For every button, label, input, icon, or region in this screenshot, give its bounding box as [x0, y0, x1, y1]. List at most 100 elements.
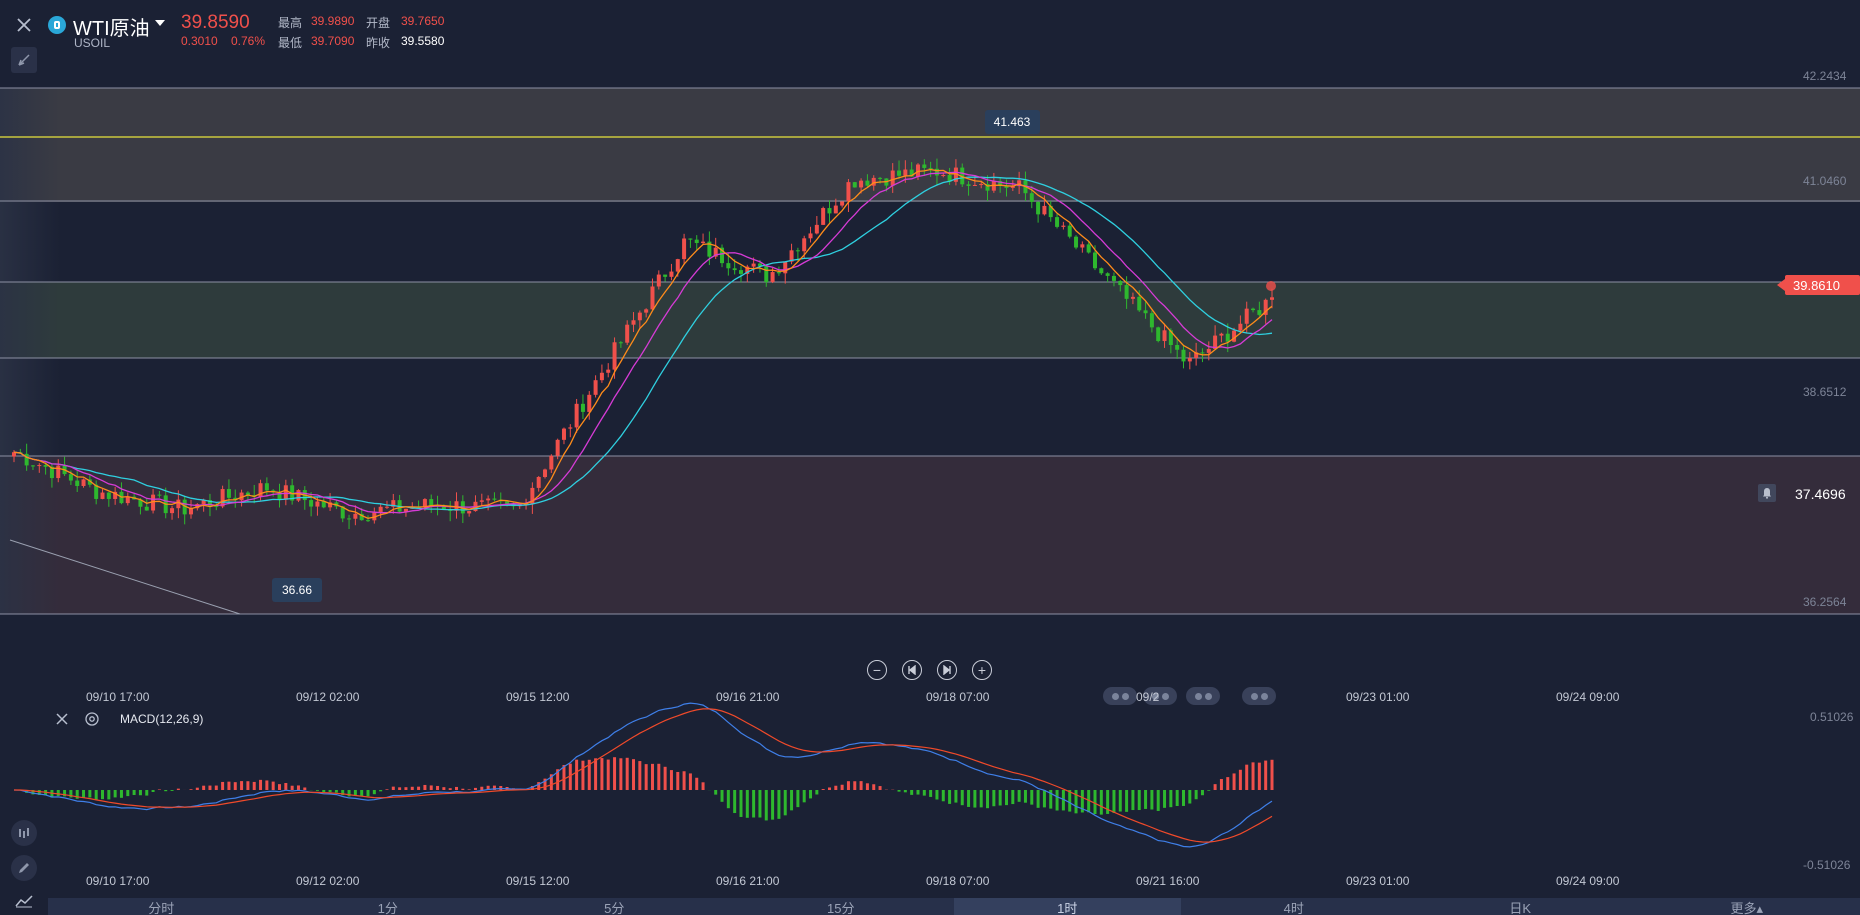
candle-body [37, 465, 42, 467]
overlay-pill-1[interactable] [1103, 687, 1137, 705]
candle-body [441, 506, 446, 510]
tab-2[interactable]: 5分 [604, 901, 625, 915]
candle-body [87, 479, 92, 485]
candle-body [277, 492, 282, 500]
tab-3[interactable]: 15分 [827, 901, 855, 915]
candle-body [1238, 323, 1243, 331]
candle-body [157, 494, 162, 496]
candle-body [979, 184, 984, 186]
candle-body [808, 233, 813, 239]
bottom-time-label: 09/12 02:00 [296, 874, 360, 888]
bottom-time-label: 09/15 12:00 [506, 874, 570, 888]
high-callout-box [985, 110, 1040, 134]
zoom-out-button[interactable]: − [867, 660, 887, 680]
candle-body [321, 501, 326, 508]
candle-body [201, 500, 206, 505]
pen-button[interactable] [11, 855, 37, 881]
line-chart-button[interactable] [11, 888, 37, 914]
line-chart-icon [15, 895, 33, 908]
candle-body [555, 439, 560, 456]
overlay-pill-4[interactable] [1242, 687, 1276, 705]
minus-icon: − [872, 662, 882, 678]
candle-body [1213, 335, 1218, 350]
candle-body [125, 496, 130, 504]
overlay-pill-3[interactable] [1186, 687, 1220, 705]
candle-body [688, 238, 693, 240]
candle-body [1124, 285, 1129, 299]
candle-body [1105, 273, 1110, 276]
open-label: 开盘 [366, 16, 391, 30]
candle-body [878, 177, 883, 179]
candle-body [644, 309, 649, 313]
tab-6[interactable]: 日K [1509, 901, 1532, 915]
candle-body [1061, 225, 1066, 227]
current-price: 39.8610 [1793, 278, 1840, 293]
symbol-icon [48, 16, 66, 34]
top-time-label: 09/24 09:00 [1556, 690, 1620, 704]
candle-body [1118, 280, 1123, 286]
high-label: 最高 [278, 16, 303, 30]
scroll-start-button[interactable] [902, 660, 922, 680]
candle-body [738, 270, 743, 274]
top-time-label: 09/23 01:00 [1346, 690, 1410, 704]
candle-body [1181, 349, 1186, 362]
candle-body [340, 506, 345, 519]
candle-body [81, 479, 86, 486]
ma-line-2 [13, 171, 1273, 514]
candle-body [903, 169, 908, 176]
candle-body [694, 239, 699, 244]
candle-body [701, 241, 706, 244]
candle-body [170, 508, 175, 514]
candle-body [1232, 330, 1237, 342]
trend-line[interactable] [9, 539, 241, 615]
low-callout: 36.66 [282, 583, 312, 597]
candle-body [915, 164, 920, 177]
candle-body [612, 342, 617, 370]
draw-tool-button[interactable] [11, 47, 37, 73]
zoom-in-button[interactable]: + [972, 660, 992, 680]
candle-body [814, 224, 819, 234]
indicator-icon [19, 828, 29, 838]
candle-body [454, 501, 459, 511]
candle-body [486, 498, 491, 501]
candle-body [1200, 352, 1205, 354]
macd-chart[interactable] [0, 700, 1800, 880]
candle-body [1086, 244, 1091, 253]
top-time-label: 09/15 12:00 [506, 690, 570, 704]
candle-body [1055, 217, 1060, 227]
overlay-pill-2[interactable] [1143, 687, 1177, 705]
candle-body [220, 489, 225, 507]
settings-icon [85, 712, 99, 726]
alert-button[interactable] [1758, 484, 1776, 502]
candle-body [574, 403, 579, 428]
candle-body [821, 208, 826, 225]
tab-7[interactable]: 更多▴ [1730, 901, 1764, 915]
candle-body [669, 271, 674, 277]
price-chart[interactable]: 41.463 36.66 [0, 0, 1860, 640]
last-price: 39.8590 [181, 12, 250, 33]
indicator-button[interactable] [11, 820, 37, 846]
tab-1[interactable]: 1分 [377, 901, 398, 915]
candle-body [492, 498, 497, 500]
macd-axis-top: 0.51026 [1810, 710, 1854, 724]
tab-5[interactable]: 4时 [1283, 901, 1304, 915]
symbol-name[interactable]: WTI原油 [73, 18, 150, 40]
candle-body [663, 274, 668, 277]
current-zone [0, 282, 1860, 358]
close-macd-button[interactable] [54, 711, 70, 732]
tab-4[interactable]: 1时 [954, 898, 1181, 915]
candle-body [75, 480, 80, 486]
close-chart-button[interactable] [11, 12, 37, 38]
prev-close-value: 39.5580 [401, 34, 445, 48]
candle-body [144, 506, 149, 511]
macd-settings-button[interactable] [84, 711, 100, 732]
candle-body [245, 492, 250, 496]
macd-axis-bottom: -0.51026 [1803, 858, 1851, 872]
symbol-dropdown-icon[interactable] [155, 20, 165, 26]
scroll-end-button[interactable] [937, 660, 957, 680]
candle-body [233, 497, 238, 501]
tab-0[interactable]: 分时 [148, 901, 175, 915]
candle-body [561, 428, 566, 440]
candle-body [1137, 296, 1142, 311]
candle-body [12, 452, 16, 457]
